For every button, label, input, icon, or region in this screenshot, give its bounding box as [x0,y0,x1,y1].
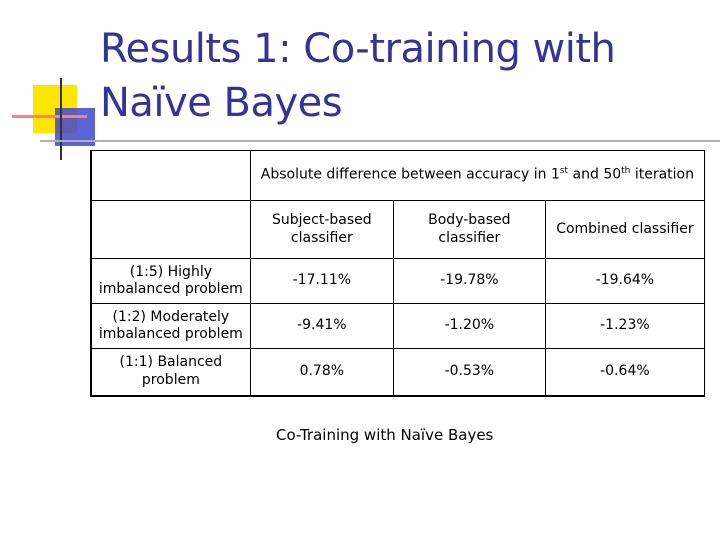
column-header: Subject-based classifier [249,200,394,259]
title-line: Naïve Bayes [100,80,343,126]
header-text: and 50 [568,167,622,184]
column-header: Combined classifier [544,200,706,259]
value-cell: -19.64% [544,258,706,304]
title-line: Results 1: Co-training with [100,26,616,72]
row-header: (1:2) Moderately imbalanced problem [90,303,251,349]
table-row: (1:2) Moderately imbalanced problem -9.41… [90,303,706,349]
header-cell: Absolute difference between accuracy in … [249,150,706,201]
row-header: (1:1) Balanced problem [90,348,251,396]
header-sup: st [559,166,569,177]
row-header: (1:5) Highly imbalanced problem [90,258,251,304]
value-cell: -1.23% [544,303,706,349]
value-cell: -9.41% [249,303,394,349]
header-text: iteration [630,167,694,184]
value-cell: -1.20% [392,303,546,349]
value-cell: -0.64% [544,348,706,396]
caption: Co-Training with Naïve Bayes [276,426,494,444]
value-cell: -17.11% [249,258,394,304]
table-row: (1:5) Highly imbalanced problem -17.11% -1… [90,258,706,304]
empty-cell [90,150,251,201]
value-cell: -0.53% [392,348,546,396]
results-table: Absolute difference between accuracy in … [90,150,706,397]
red-line [12,115,87,118]
empty-cell [90,200,251,259]
column-row: Subject-based classifier Body-based class… [90,200,706,259]
column-header: Body-based classifier [392,200,546,259]
value-cell: 0.78% [249,348,394,396]
value-cell: -19.78% [392,258,546,304]
header-text: Absolute difference between accuracy in … [260,167,560,184]
header-sup: th [621,166,631,177]
vertical-line [60,78,62,160]
table-row: (1:1) Balanced problem 0.78% -0.53% -0.64% [90,348,706,396]
horizontal-rule [40,140,720,142]
